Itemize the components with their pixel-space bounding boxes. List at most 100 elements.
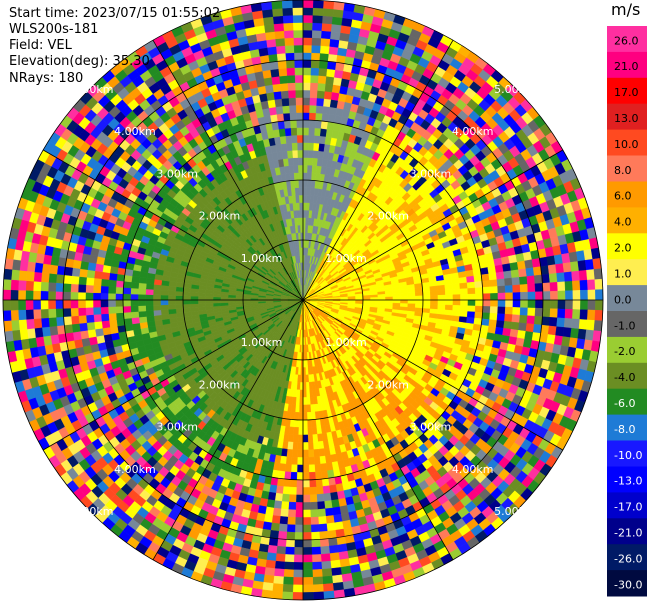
radar-bin xyxy=(285,456,293,465)
radar-bin xyxy=(302,164,308,173)
radar-bin xyxy=(323,0,335,10)
radar-bin xyxy=(459,310,468,318)
radar-bin xyxy=(482,286,491,294)
radar-bin xyxy=(584,329,595,341)
radar-bin xyxy=(302,44,313,53)
radar-bin xyxy=(467,305,476,313)
radar-bin xyxy=(557,308,566,319)
radar-bin xyxy=(524,331,534,341)
radar-bin xyxy=(497,292,506,301)
radar-bin xyxy=(533,315,543,326)
radar-bin xyxy=(310,59,320,69)
radar-bin xyxy=(415,299,424,305)
radar-bin xyxy=(292,584,304,593)
radar-bin xyxy=(555,326,565,337)
radar-bin xyxy=(321,477,330,487)
radar-bin xyxy=(289,479,297,488)
radar-bin xyxy=(302,59,312,68)
radar-bin xyxy=(299,389,304,398)
radar-bin xyxy=(311,44,322,54)
radar-bin xyxy=(308,456,315,466)
radar-bin xyxy=(541,273,551,284)
radar-bin xyxy=(323,98,332,108)
radar-bin xyxy=(321,30,332,40)
radar-bin xyxy=(311,29,323,39)
radar-bin xyxy=(315,478,323,488)
radar-bin xyxy=(429,304,439,310)
radar-bin xyxy=(302,89,311,98)
radar-bin xyxy=(377,296,386,301)
radar-bin xyxy=(474,287,484,295)
radar-bin xyxy=(489,286,499,294)
radar-bin xyxy=(302,22,313,31)
radar-bin xyxy=(527,307,536,317)
radar-bin xyxy=(302,539,312,548)
radar-bin xyxy=(313,142,320,152)
radar-bin xyxy=(557,299,566,310)
radar-bin xyxy=(414,291,424,297)
radar-bin xyxy=(269,529,279,539)
radar-bin xyxy=(302,547,313,556)
radar-bin xyxy=(302,457,310,466)
radar-bin xyxy=(292,592,304,601)
radar-bin xyxy=(285,539,295,548)
radar-bin xyxy=(370,294,379,298)
radar-bin xyxy=(512,292,521,301)
radar-bin xyxy=(273,500,283,510)
radar-bin xyxy=(302,127,310,136)
radar-bin xyxy=(314,127,322,137)
radar-bin xyxy=(319,455,327,465)
radar-bin xyxy=(555,263,565,274)
radar-bin xyxy=(282,584,294,593)
radar-bin xyxy=(318,67,328,77)
radar-bin xyxy=(284,554,295,563)
radar-bin xyxy=(273,568,285,578)
radar-bin xyxy=(564,280,574,292)
radar-bin xyxy=(482,299,491,307)
radar-bin xyxy=(295,487,304,496)
radar-bin xyxy=(481,312,491,320)
radar-bin xyxy=(274,492,283,502)
radar-bin xyxy=(452,294,461,301)
radar-bin xyxy=(323,590,335,600)
radar-bin xyxy=(460,299,469,307)
radar-bin xyxy=(496,313,506,322)
radar-bin xyxy=(587,289,596,301)
radar-bin xyxy=(466,281,476,289)
radar-bin xyxy=(331,84,342,94)
radar-bin xyxy=(314,471,323,480)
radar-bin xyxy=(564,308,574,320)
radar-bin xyxy=(542,299,551,309)
radar-bin xyxy=(488,272,498,281)
radar-bin xyxy=(458,276,468,284)
radar-bin xyxy=(526,315,536,325)
radar-bin xyxy=(281,591,294,601)
radar-bin xyxy=(474,305,484,313)
radar-bin xyxy=(392,292,401,298)
radar-bin xyxy=(550,290,559,301)
radar-bin xyxy=(312,7,324,16)
radar-bin xyxy=(497,285,506,294)
radar-bin xyxy=(443,278,453,286)
radar-bin xyxy=(516,330,527,340)
radar-bin xyxy=(510,269,520,279)
radar-bin xyxy=(295,509,304,518)
radar-bin xyxy=(587,309,596,321)
radar-bin xyxy=(593,268,603,280)
radar-bin xyxy=(527,291,536,301)
radar-bin xyxy=(302,202,307,211)
radar-bin xyxy=(437,294,446,301)
radar-bin xyxy=(540,324,550,335)
radar-bin xyxy=(473,274,483,283)
radar-bin xyxy=(294,539,304,548)
radar-bin xyxy=(542,308,551,318)
radar-bin xyxy=(306,411,312,421)
radar-bin xyxy=(385,296,394,301)
radar-bin xyxy=(291,449,299,458)
radar-bin xyxy=(290,464,298,473)
radar-bin xyxy=(323,90,333,100)
radar-bin xyxy=(266,552,277,562)
radar-bin xyxy=(520,291,529,301)
radar-bin xyxy=(489,306,499,314)
radar-bin xyxy=(578,319,588,331)
